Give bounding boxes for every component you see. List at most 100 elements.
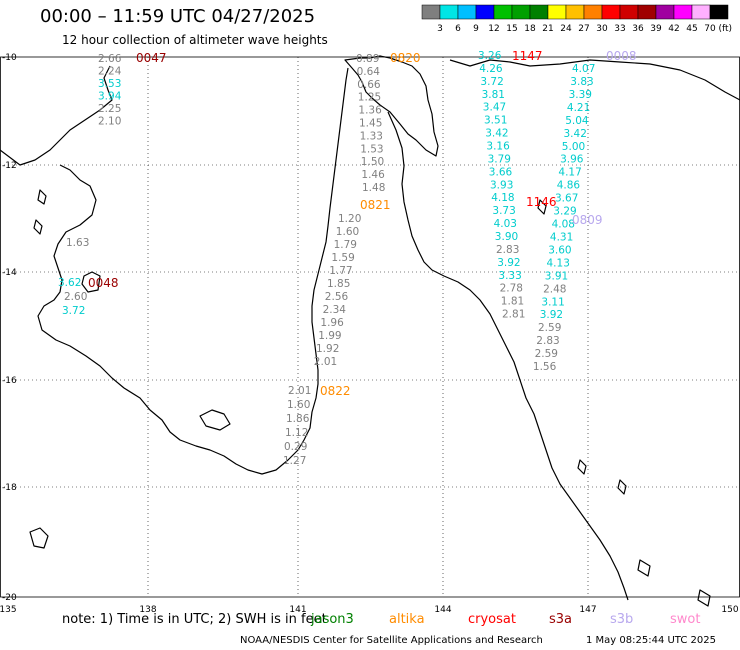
lon-tick-label: 141 (289, 605, 306, 615)
swh-value-label: 3.94 (98, 91, 122, 103)
swh-value-label: 3.67 (555, 193, 578, 205)
axis-labels: 135 138 141 144 147 150 -10 -12 -14 -16 -18 -20 (0, 53, 739, 615)
legend-swot: swot (670, 612, 701, 627)
swh-value-label: 2.59 (535, 348, 558, 360)
swh-value-label: 0.29 (284, 441, 307, 453)
track-id-label: 0048 (88, 276, 119, 290)
swh-value-label: 3.73 (492, 205, 515, 217)
lat-tick-label: -12 (2, 161, 17, 171)
swh-value-label: 3.53 (98, 78, 121, 90)
colorbar-tick-label: 3 (437, 24, 443, 34)
colorbar-tick-label: 24 (560, 24, 572, 34)
colorbar-tick-label: 39 (650, 24, 662, 34)
swh-value-label: 1.48 (362, 182, 385, 194)
swh-value-label: 2.24 (98, 66, 122, 78)
colorbar: 3 6 9 12 15 18 21 24 27 30 33 36 39 42 45 70 (ft) (421, 4, 732, 34)
lat-tick-label: -18 (2, 483, 17, 493)
track-labels: 0047 2.662.243.533.942.252.10 0048 1.63 3.62… (58, 49, 637, 467)
colorbar-swatch (691, 4, 711, 20)
swh-value-label: 1.56 (533, 361, 557, 373)
swh-value-label: 1.50 (361, 156, 384, 168)
swh-value-label: 2.83 (496, 244, 519, 256)
colorbar-tick-label: 21 (542, 24, 553, 34)
swh-value-label: 2.60 (64, 291, 87, 303)
swh-value-label: 1.25 (358, 92, 381, 104)
colorbar-swatch (637, 4, 657, 20)
lat-tick-label: -10 (2, 53, 17, 63)
colorbar-tick-label: 18 (524, 24, 536, 34)
swh-value-label: 3.72 (480, 76, 503, 88)
colorbar-tick-label: 27 (578, 24, 589, 34)
track-id-label: 0820 (390, 51, 421, 65)
colorbar-tick-label: 12 (488, 24, 499, 34)
swh-value-label: 1.27 (283, 455, 306, 467)
swh-value-label: 3.42 (564, 128, 587, 140)
swh-value-label: 4.26 (479, 63, 503, 75)
render-timestamp: 1 May 08:25:44 UTC 2025 (586, 635, 716, 646)
swh-value-label: 3.90 (495, 231, 518, 243)
colorbar-swatch (493, 4, 513, 20)
colorbar-swatch (673, 4, 693, 20)
colorbar-tick-label: 42 (668, 24, 679, 34)
coastline (0, 55, 740, 607)
swh-value-label: 0.64 (357, 66, 381, 78)
swh-value-label: 4.03 (494, 218, 517, 230)
swh-value-label: 3.66 (489, 166, 513, 178)
colorbar-tick-label: 70 (704, 24, 716, 34)
swh-value-label: 1.59 (331, 252, 354, 264)
swh-value-label: 3.11 (541, 296, 564, 308)
swh-value-label: 3.72 (62, 305, 85, 317)
swh-value-label: 1.46 (361, 169, 385, 181)
swh-value-label: 3.29 (553, 206, 576, 218)
swh-value-label: 3.83 (570, 76, 593, 88)
legend-s3b: s3b (610, 612, 634, 627)
colorbar-swatch (475, 4, 495, 20)
swh-value-label: 3.92 (497, 257, 520, 269)
swh-value-label: 2.66 (98, 53, 122, 65)
swh-value-label: 0.66 (357, 79, 381, 91)
colorbar-swatch (601, 4, 621, 20)
swh-value-label: 4.08 (552, 219, 575, 231)
track-id-label: 0008 (606, 49, 637, 63)
lon-tick-label: 144 (434, 605, 451, 615)
lon-tick-label: 147 (579, 605, 596, 615)
swh-value-label: 1.86 (286, 413, 310, 425)
swh-value-label: 1.92 (316, 343, 339, 355)
legend-altika: altika (389, 612, 425, 627)
colorbar-tick-label: 15 (506, 24, 517, 34)
footer-note: note: 1) Time is in UTC; 2) SWH is in fe… (62, 612, 327, 627)
swh-value-label: 1.79 (334, 239, 357, 251)
colorbar-tick-label: 33 (614, 24, 625, 34)
colorbar-tick-label: 36 (632, 24, 644, 34)
track-id-label: 0822 (320, 384, 351, 398)
swh-value-label: 3.81 (482, 89, 505, 101)
colorbar-unit: (ft) (718, 24, 732, 34)
swh-value-label: 2.81 (502, 309, 525, 321)
lon-tick-label: 135 (0, 605, 17, 615)
swh-value-label: 3.51 (484, 115, 507, 127)
colorbar-swatch (565, 4, 585, 20)
swh-value-label: 3.96 (560, 154, 584, 166)
lat-tick-label: -20 (2, 593, 17, 603)
swh-value-label: 5.04 (565, 115, 589, 127)
swh-value-label: 3.16 (486, 141, 510, 153)
swh-value-label: 3.47 (483, 102, 506, 114)
track-id-label: 0047 (136, 51, 167, 65)
colorbar-tick-label: 30 (596, 24, 608, 34)
lon-tick-label: 150 (721, 605, 738, 615)
track-id-label: 1146 (526, 195, 557, 209)
swh-value-label: 1.77 (329, 265, 352, 277)
swh-value-label: 4.13 (547, 257, 570, 269)
colorbar-tick-label: 9 (473, 24, 479, 34)
swh-value-label: 1.33 (360, 130, 383, 142)
swh-value-label: 2.01 (288, 385, 311, 397)
lat-tick-label: -16 (2, 376, 17, 386)
swh-value-label: 0.89 (356, 53, 379, 65)
swh-value-label: 2.34 (323, 304, 347, 316)
colorbar-tick-label: 6 (455, 24, 461, 34)
colorbar-tick-label: 45 (686, 24, 697, 34)
swh-value-label: 3.92 (540, 309, 563, 321)
swh-value-label: 3.91 (545, 270, 568, 282)
swh-value-label: 5.00 (562, 141, 585, 153)
